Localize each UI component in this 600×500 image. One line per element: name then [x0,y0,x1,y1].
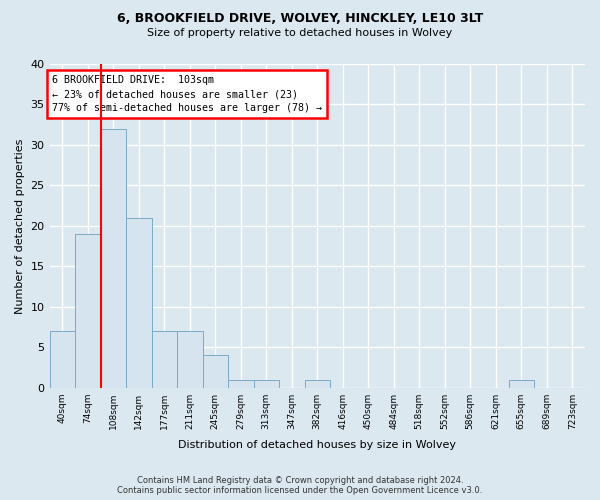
Bar [75,234,101,388]
Text: Contains HM Land Registry data © Crown copyright and database right 2024.
Contai: Contains HM Land Registry data © Crown c… [118,476,482,495]
Bar [254,380,279,388]
Bar [126,218,152,388]
Bar [152,331,177,388]
Bar [177,331,203,388]
Bar [305,380,330,388]
Text: 6, BROOKFIELD DRIVE, WOLVEY, HINCKLEY, LE10 3LT: 6, BROOKFIELD DRIVE, WOLVEY, HINCKLEY, L… [117,12,483,26]
Y-axis label: Number of detached properties: Number of detached properties [15,138,25,314]
Bar [50,331,75,388]
Text: 6 BROOKFIELD DRIVE:  103sqm
← 23% of detached houses are smaller (23)
77% of sem: 6 BROOKFIELD DRIVE: 103sqm ← 23% of deta… [52,76,322,114]
Text: Size of property relative to detached houses in Wolvey: Size of property relative to detached ho… [148,28,452,38]
Bar [228,380,254,388]
Bar [509,380,534,388]
Bar [203,356,228,388]
Bar [101,128,126,388]
X-axis label: Distribution of detached houses by size in Wolvey: Distribution of detached houses by size … [178,440,456,450]
